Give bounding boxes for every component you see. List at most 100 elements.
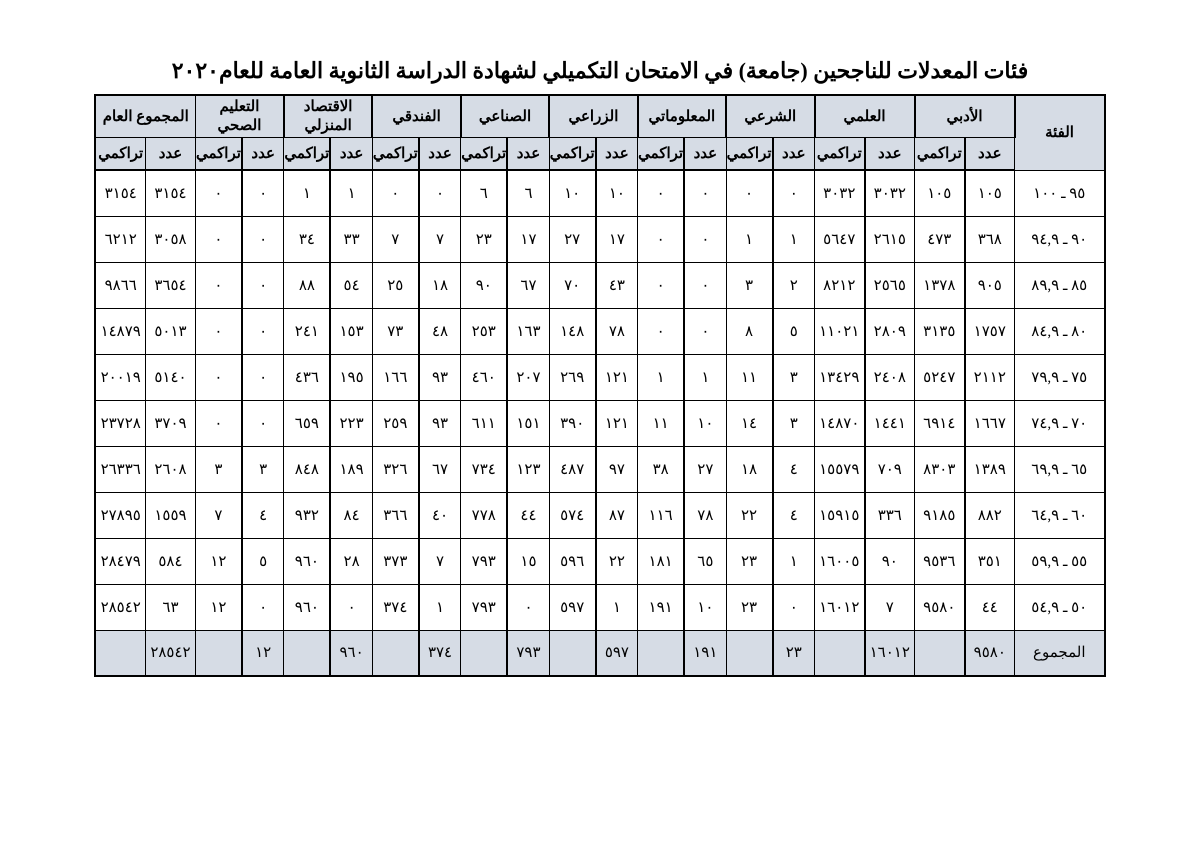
cell-total: ١٩١ <box>684 630 726 676</box>
cell-value: ١٣٨٩ <box>965 446 1015 492</box>
cell-value: ٧ <box>419 216 461 262</box>
col-group-8: التعليم الصحي <box>195 95 283 137</box>
cell-value: ٩٣ <box>419 354 461 400</box>
cell-value: ١ <box>773 216 815 262</box>
cell-value: ٣٦٥٤ <box>145 262 195 308</box>
cell-value: ٤٨٧ <box>549 446 595 492</box>
col-count: عدد <box>419 137 461 170</box>
cell-value: ٢٢ <box>726 492 772 538</box>
cell-value: ٤٨ <box>419 308 461 354</box>
col-cumulative: تراكمي <box>726 137 772 170</box>
cell-value: ٦٣ <box>145 584 195 630</box>
cell-value: ٥٢٤٧ <box>915 354 965 400</box>
col-count: عدد <box>507 137 549 170</box>
cell-value: ٦ <box>507 170 549 216</box>
cell-value: ١٥ <box>507 538 549 584</box>
cell-value: ٣١٥٤ <box>95 170 145 216</box>
cell-total: ٧٩٣ <box>507 630 549 676</box>
cell-value: ١٢١ <box>596 354 638 400</box>
cell-value: ٣٧٠٩ <box>145 400 195 446</box>
cell-value: ٠ <box>638 308 684 354</box>
cell-total: ٢٣ <box>773 630 815 676</box>
cell-value: ٨٤٨ <box>284 446 330 492</box>
cell-value: ١٥٥٩ <box>145 492 195 538</box>
cell-value: ١٠ <box>684 584 726 630</box>
cell-category: ٦٥ ـ ٦٩,٩ <box>1015 446 1105 492</box>
col-group-3: المعلوماتي <box>638 95 726 137</box>
cell-value: ٧ <box>195 492 241 538</box>
cell-value: ١٨ <box>726 446 772 492</box>
cell-value: ٦٥ <box>684 538 726 584</box>
cell-value: ٠ <box>330 584 372 630</box>
cell-value: ٣٩٠ <box>549 400 595 446</box>
cell-value: ١٨ <box>419 262 461 308</box>
cell-value: ٤٣٦ <box>284 354 330 400</box>
cell-value: ١٣٧٨ <box>915 262 965 308</box>
cell-value: ٦١١ <box>461 400 507 446</box>
cell-value: ٩٦٠ <box>284 584 330 630</box>
cell-value: ١ <box>773 538 815 584</box>
cell-total <box>549 630 595 676</box>
cell-value: ١٢ <box>195 538 241 584</box>
cell-value: ٤٠ <box>419 492 461 538</box>
col-count: عدد <box>242 137 284 170</box>
cell-value: ٩٨٦٦ <box>95 262 145 308</box>
cell-value: ٣ <box>773 354 815 400</box>
cell-total <box>284 630 330 676</box>
cell-value: ٠ <box>242 400 284 446</box>
cell-value: ٣٢٦ <box>372 446 418 492</box>
cell-value: ١ <box>284 170 330 216</box>
cell-value: ٢٦٠٨ <box>145 446 195 492</box>
cell-value: ١٣٤٢٩ <box>815 354 865 400</box>
col-group-5: الصناعي <box>461 95 549 137</box>
col-count: عدد <box>965 137 1015 170</box>
cell-value: ٣ <box>195 446 241 492</box>
cell-value: ٨٨٢ <box>965 492 1015 538</box>
cell-value: ٢٨ <box>330 538 372 584</box>
cell-value: ٢٦١٥ <box>865 216 915 262</box>
cell-value: ٧٠٩ <box>865 446 915 492</box>
cell-value: ١٢١ <box>596 400 638 446</box>
col-category: الفئة <box>1015 95 1105 170</box>
cell-value: ٦٧ <box>507 262 549 308</box>
cell-value: ٤٤ <box>965 584 1015 630</box>
cell-value: ٩٣٢ <box>284 492 330 538</box>
cell-value: ١٩١ <box>638 584 684 630</box>
cell-value: ٠ <box>773 584 815 630</box>
cell-value: ٩١٨٥ <box>915 492 965 538</box>
cell-value: ٥١٤٠ <box>145 354 195 400</box>
cell-value: ١ <box>726 216 772 262</box>
cell-value: ٧٠ <box>549 262 595 308</box>
cell-value: ٠ <box>242 584 284 630</box>
cell-value: ٠ <box>242 262 284 308</box>
cell-value: ٥٧٤ <box>549 492 595 538</box>
cell-value: ٤٣ <box>596 262 638 308</box>
cell-value: ١٠ <box>596 170 638 216</box>
col-group-2: الشرعي <box>726 95 814 137</box>
col-cumulative: تراكمي <box>95 137 145 170</box>
cell-total <box>372 630 418 676</box>
col-cumulative: تراكمي <box>195 137 241 170</box>
cell-total <box>95 630 145 676</box>
cell-value: ٠ <box>638 262 684 308</box>
cell-value: ٢٥٦٥ <box>865 262 915 308</box>
cell-value: ٢٨٥٤٢ <box>95 584 145 630</box>
cell-value: ١٤٨٧٩ <box>95 308 145 354</box>
cell-value: ٣٦٨ <box>965 216 1015 262</box>
cell-value: ٠ <box>684 216 726 262</box>
cell-value: ١١ <box>638 400 684 446</box>
cell-value: ٥٩٧ <box>549 584 595 630</box>
cell-total: ١٦٠١٢ <box>865 630 915 676</box>
cell-value: ٩٠٥ <box>965 262 1015 308</box>
cell-value: ٤ <box>242 492 284 538</box>
cell-value: ٣٠٣٢ <box>865 170 915 216</box>
cell-value: ٠ <box>195 170 241 216</box>
cell-value: ١ <box>419 584 461 630</box>
cell-value: ١٤٤١ <box>865 400 915 446</box>
cell-value: ٥٤ <box>330 262 372 308</box>
col-count: عدد <box>596 137 638 170</box>
cell-category: ٧٥ ـ ٧٩,٩ <box>1015 354 1105 400</box>
cell-value: ٠ <box>242 354 284 400</box>
cell-value: ٣٣٦ <box>865 492 915 538</box>
cell-value: ٦٢١٢ <box>95 216 145 262</box>
